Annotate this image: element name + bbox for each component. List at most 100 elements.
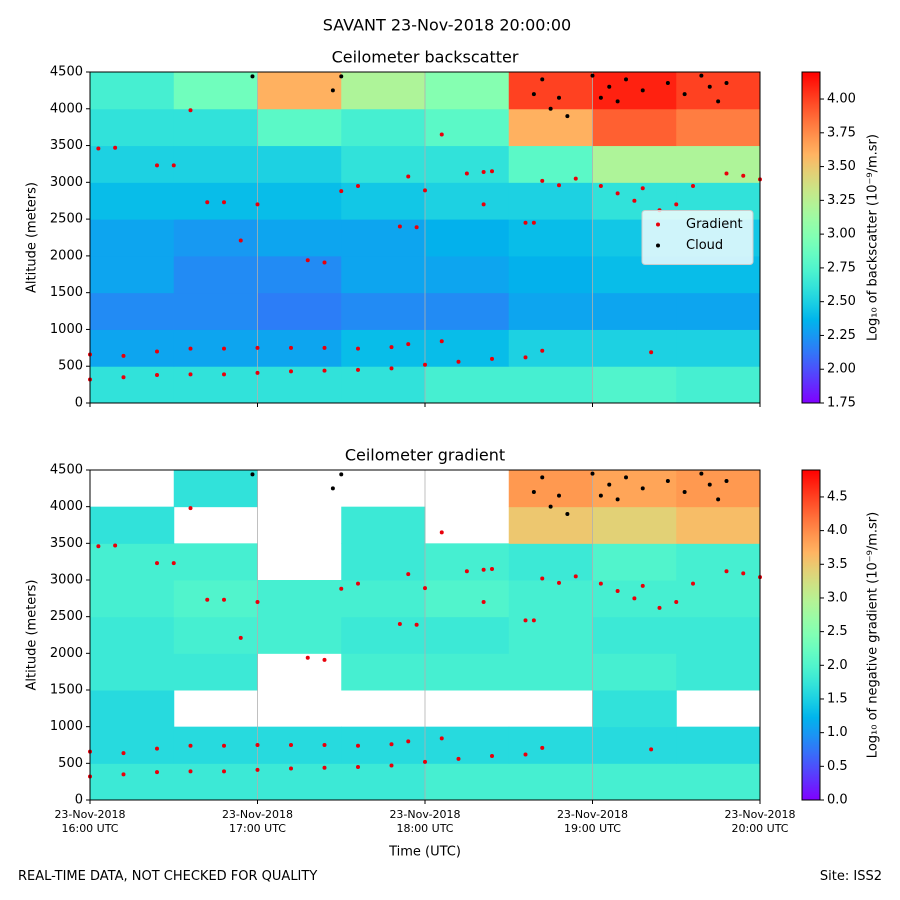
scatter-point (155, 373, 159, 378)
y-tick-label: 2000 (50, 646, 83, 661)
heatmap-cell (173, 108, 258, 147)
heatmap-cell (173, 726, 258, 764)
scatter-point (548, 106, 553, 111)
heatmap-cell (257, 726, 342, 764)
heatmap-cell (173, 145, 258, 183)
scatter-point (222, 597, 226, 602)
heatmap-cell (90, 726, 175, 764)
scatter-point (699, 471, 704, 476)
scatter-point (188, 743, 193, 748)
scatter-point (598, 184, 603, 189)
heatmap-cell (676, 726, 761, 764)
heatmap-cell (90, 108, 175, 147)
scatter-point (531, 618, 536, 623)
heatmap-cell (173, 653, 258, 691)
scatter-point (414, 225, 419, 230)
colorbar-tick-label: 2.5 (827, 624, 848, 639)
heatmap-cell (90, 292, 175, 330)
heatmap-cell (425, 145, 510, 183)
scatter-point (724, 569, 729, 574)
scatter-point (640, 186, 645, 191)
legend-label: Gradient (686, 217, 743, 232)
heatmap-cell (341, 580, 426, 618)
heatmap-cell (676, 329, 761, 367)
colorbar-tick-label: 4.00 (827, 92, 856, 107)
heatmap-cell (257, 219, 342, 257)
heatmap-cell (173, 182, 258, 220)
scatter-point (155, 746, 159, 751)
heatmap-cell (508, 616, 593, 654)
scatter-point (598, 95, 603, 100)
colorbar-tick-label: 1.0 (827, 725, 848, 740)
scatter-point (640, 486, 645, 491)
scatter-point (423, 362, 427, 367)
y-tick-label: 3000 (50, 573, 83, 588)
y-tick-label: 500 (58, 359, 83, 374)
heatmap-cell (257, 580, 342, 618)
heatmap-cell (257, 329, 342, 367)
scatter-point (481, 567, 486, 572)
scatter-point (741, 571, 746, 576)
heatmap-cell (676, 506, 761, 544)
heatmap-cell (90, 690, 175, 728)
scatter-point (356, 346, 360, 351)
heatmap-cell (676, 145, 761, 183)
heatmap-cell (90, 580, 175, 618)
scatter-point (121, 751, 126, 756)
heatmap-cell (341, 726, 426, 764)
heatmap-cell (173, 470, 258, 508)
heatmap-cell (90, 366, 175, 404)
scatter-point (397, 622, 402, 626)
scatter-point (423, 188, 427, 193)
scatter-point (339, 586, 344, 591)
colorbar-tick-label: 2.0 (827, 658, 848, 673)
scatter-point (490, 356, 494, 361)
heatmap-cell (592, 653, 677, 691)
heatmap-cell (676, 470, 761, 508)
scatter-point (389, 763, 394, 768)
scatter-point (155, 561, 159, 566)
heatmap-cell (676, 653, 761, 691)
scatter-point (222, 200, 226, 205)
scatter-point (356, 184, 360, 189)
heatmap-cell (676, 366, 761, 404)
scatter-point (356, 581, 360, 586)
scatter-point (649, 350, 654, 355)
scatter-point (406, 572, 411, 577)
scatter-point (330, 486, 335, 491)
scatter-point (640, 88, 645, 93)
heatmap-cell (508, 653, 593, 691)
scatter-point (557, 183, 561, 188)
heatmap-cell (592, 470, 677, 508)
heatmap-cell (508, 329, 593, 367)
heatmap-cell (592, 292, 677, 330)
scatter-point (540, 576, 545, 581)
scatter-point (423, 759, 427, 764)
heatmap-cell (173, 219, 258, 257)
heatmap-cell (676, 580, 761, 618)
heatmap-cell (257, 292, 342, 330)
y-tick-label: 3500 (50, 536, 83, 551)
heatmap-cell (173, 292, 258, 330)
scatter-point (523, 220, 528, 225)
colorbar-tick-label: 0.0 (827, 793, 848, 808)
heatmap-cell (508, 366, 593, 404)
scatter-point (741, 173, 746, 178)
scatter-point (464, 569, 469, 574)
scatter-point (615, 497, 620, 502)
scatter-point (632, 198, 637, 203)
scatter-point (590, 73, 595, 78)
scatter-point (305, 258, 310, 263)
scatter-point (464, 171, 469, 176)
scatter-point (339, 472, 344, 477)
scatter-point (657, 605, 662, 610)
plot-frame (89, 71, 761, 404)
heatmap-cell (676, 543, 761, 581)
y-axis-label: Altitude (meters) (25, 580, 40, 691)
y-tick-label: 2500 (50, 609, 83, 624)
scatter-point (188, 506, 193, 511)
scatter-point (665, 479, 670, 483)
scatter-point (716, 497, 721, 502)
heatmap-cell (676, 763, 761, 801)
heatmap-cell (341, 653, 426, 691)
